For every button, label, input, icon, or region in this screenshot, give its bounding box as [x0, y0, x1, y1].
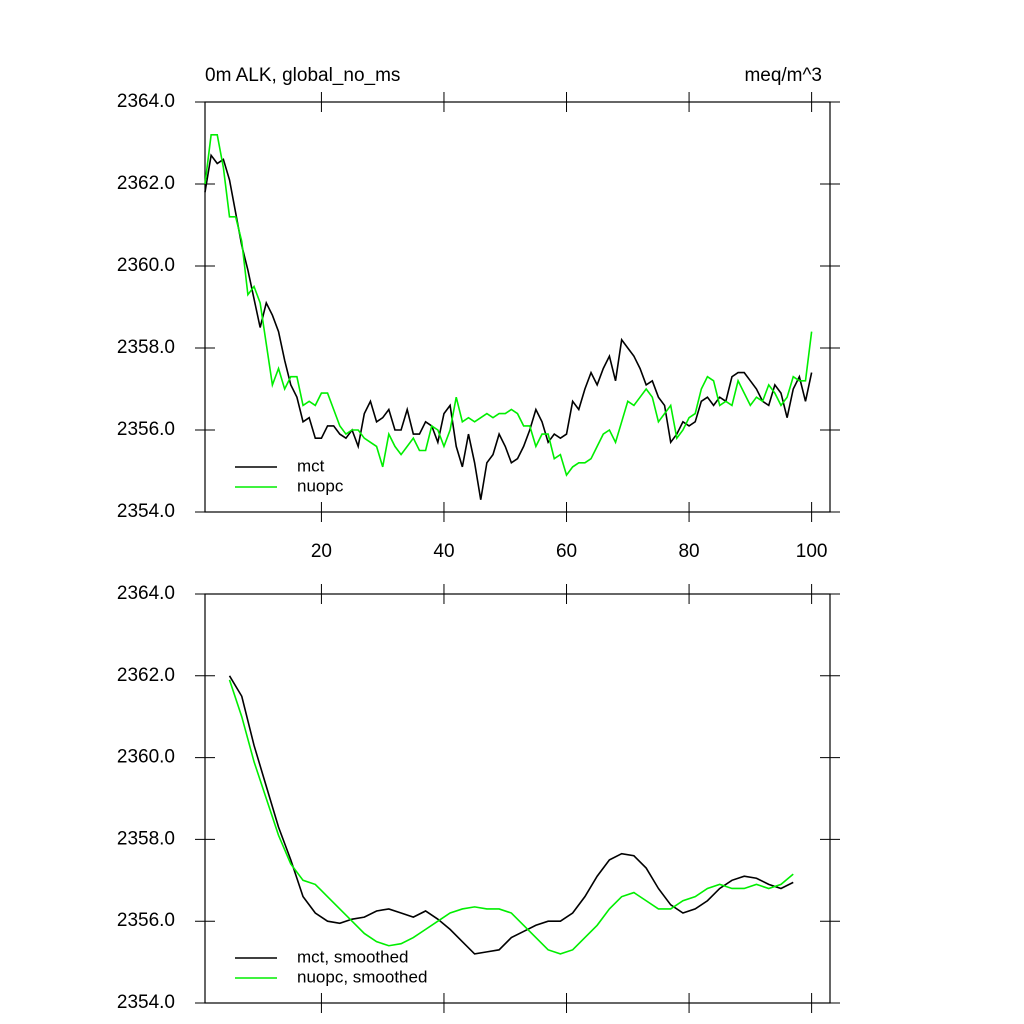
y-tick-label: 2358.0	[117, 337, 175, 358]
legend-label: nuopc, smoothed	[297, 967, 427, 986]
x-tick-label: 40	[433, 541, 454, 562]
data-line	[228, 675, 794, 955]
y-tick-label: 2362.0	[117, 173, 175, 194]
data-line	[204, 153, 813, 500]
legend-label: mct, smoothed	[297, 947, 409, 966]
legend-label: mct	[297, 456, 325, 475]
chart-title: 0m ALK, global_no_ms	[205, 65, 400, 86]
y-tick-label: 2356.0	[117, 910, 175, 931]
y-tick-label: 2358.0	[117, 828, 175, 849]
x-tick-label: 80	[678, 541, 699, 562]
y-tick-label: 2356.0	[117, 419, 175, 440]
x-tick-label: 60	[556, 541, 577, 562]
y-tick-label: 2362.0	[117, 665, 175, 686]
plot-frame	[204, 593, 831, 1004]
x-tick-label: 100	[796, 541, 828, 562]
plot-frame	[204, 101, 831, 513]
y-tick-label: 2364.0	[117, 583, 175, 604]
y-tick-label: 2354.0	[117, 501, 175, 522]
data-line	[228, 679, 794, 955]
legend-label: nuopc	[297, 476, 344, 495]
y-tick-label: 2360.0	[117, 747, 175, 768]
y-tick-label: 2360.0	[117, 255, 175, 276]
x-tick-label: 20	[311, 541, 332, 562]
data-line	[204, 134, 813, 477]
y-tick-label: 2364.0	[117, 91, 175, 112]
units-label: meq/m^3	[744, 65, 822, 86]
y-tick-label: 2354.0	[117, 992, 175, 1013]
